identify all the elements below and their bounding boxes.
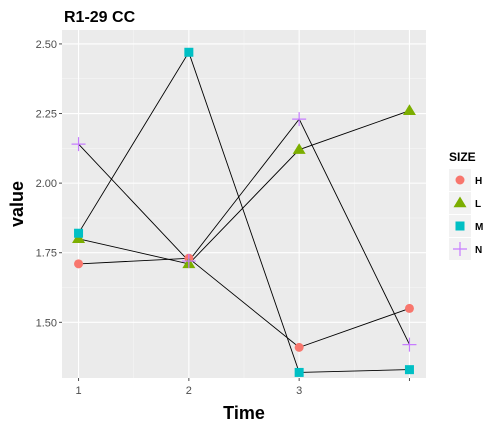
series-line-M [78,51,410,373]
series-line-L [78,110,410,265]
series-line-H [78,257,410,348]
legend-label-M: M [475,222,483,233]
point-L-3 [292,143,306,154]
series-line-N [78,118,410,345]
y-axis: 1.50 1.75 2.00 2.25 2.50 [36,39,62,329]
data-points [71,47,417,377]
point-H-4 [404,303,414,313]
legend-key-L [453,196,467,208]
point-N-2 [181,254,196,269]
grid [62,30,426,378]
legend-label-L: L [475,199,481,210]
point-N-3 [292,112,307,127]
point-L-4 [402,104,416,115]
y-tick-label: 2.25 [36,109,57,121]
x-axis-title: Time [223,403,265,423]
legend-title: SIZE [449,150,476,164]
y-tick-label: 2.00 [36,178,57,190]
point-M-3 [294,367,304,377]
chart-title: R1-29 CC [64,9,136,26]
legend-key-N [453,242,467,256]
point-M-2 [184,47,194,57]
y-axis-title: value [7,181,27,227]
point-H-3 [294,342,304,352]
legend-label-N: N [475,245,482,256]
point-N-4 [402,337,417,352]
point-N-1 [71,137,86,152]
legend-label-H: H [475,176,482,187]
x-tick-label: 2 [186,385,192,397]
y-tick-label: 2.50 [36,39,57,51]
legend-key-M [455,221,465,231]
x-tick-label: 3 [296,385,302,397]
series-lines [78,51,410,373]
x-axis: 1 2 3 [75,378,410,397]
y-tick-label: 1.75 [36,248,57,260]
x-tick-label: 1 [75,385,81,397]
legend-keys: H L M N [449,169,483,260]
point-H-1 [74,259,84,269]
legend-key-H [455,175,465,185]
legend: SIZE H L M N [449,150,483,260]
point-M-1 [74,228,84,238]
y-tick-label: 1.50 [36,317,57,329]
point-M-4 [404,365,414,375]
